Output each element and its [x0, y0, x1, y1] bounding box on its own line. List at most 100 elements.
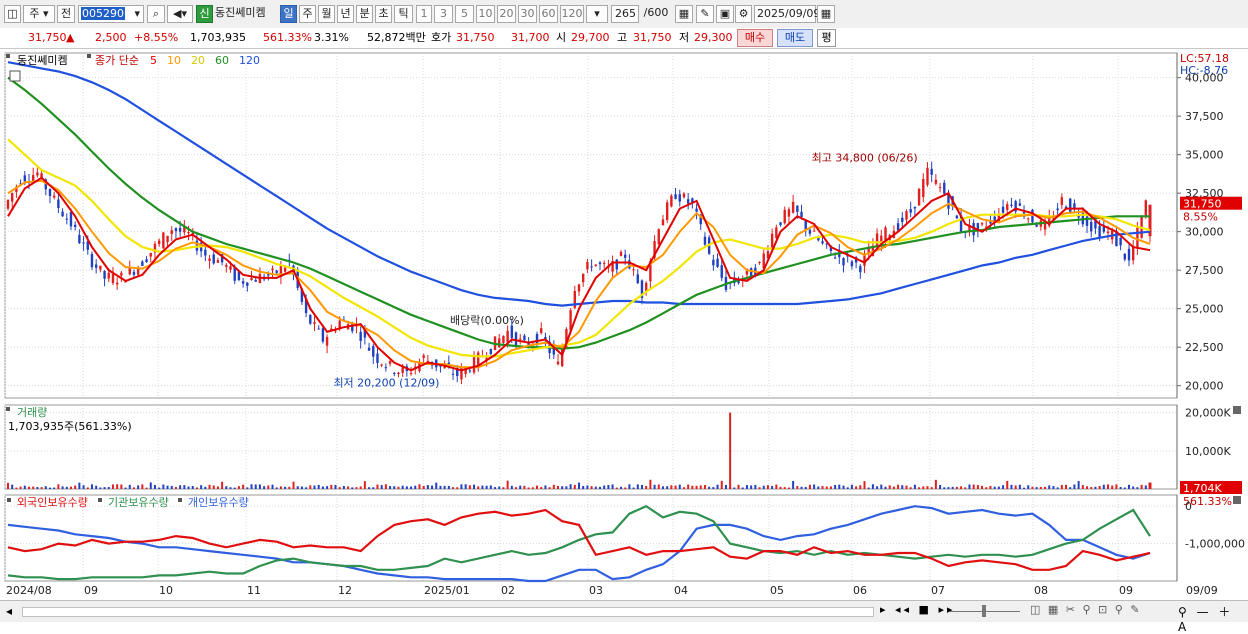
scroll-left-icon[interactable]: ◂ — [6, 604, 13, 618]
volume-bar — [489, 485, 492, 489]
volume-bar — [720, 480, 723, 489]
date-input[interactable]: 2025/09/09 — [754, 5, 820, 23]
volume-bar — [863, 481, 866, 489]
period-tab-tick[interactable]: 틱 — [394, 5, 413, 23]
volume-bar — [817, 486, 820, 489]
volume-bar — [607, 484, 610, 489]
stock-chart[interactable]: 최고 34,800 (06/26) 최저 20,200 (12/09) 배당락(0.… — [0, 48, 1248, 600]
eval-button[interactable]: 평 — [817, 29, 836, 47]
window-icon[interactable]: ◫ — [4, 5, 21, 23]
period-tab-month[interactable]: 월 — [318, 5, 335, 23]
search-icon[interactable]: ⌕ — [147, 5, 165, 23]
candle-body — [1144, 200, 1148, 217]
calendar-icon[interactable]: ▦ — [817, 5, 835, 23]
period-tab-minute[interactable]: 분 — [356, 5, 373, 23]
price-panel[interactable]: 최고 34,800 (06/26) 최저 20,200 (12/09) 배당락(0.… — [6, 54, 1152, 390]
minute-unit-60[interactable]: 60 — [539, 5, 558, 23]
minute-unit-1[interactable]: 1 — [416, 5, 432, 23]
volume-bar — [1065, 484, 1068, 489]
play-controls-icon[interactable]: ▸ ◂◂ ■ ▸▸ — [880, 603, 956, 616]
legend-marker — [87, 54, 91, 58]
period-tab-second[interactable]: 초 — [375, 5, 392, 23]
horizontal-scrollbar[interactable] — [22, 607, 874, 617]
volume-bar — [1119, 486, 1122, 489]
prev-button[interactable]: 전 — [57, 5, 75, 23]
candle-body — [321, 328, 325, 342]
candle-body — [922, 179, 925, 197]
volume-bar — [548, 487, 551, 489]
candle-body — [699, 215, 702, 225]
stock-code-value: 005290 — [81, 7, 125, 20]
speaker-icon[interactable]: ◀▾ — [167, 5, 193, 23]
candle-body — [833, 257, 837, 259]
zoom-controls-icon[interactable]: ⚲ — ＋ A — [1178, 605, 1234, 634]
volume-bar — [750, 485, 753, 489]
count-input[interactable]: 265 — [611, 5, 639, 23]
minute-unit-3[interactable]: 3 — [434, 5, 453, 23]
candle-body — [640, 280, 644, 298]
period-tab-year[interactable]: 년 — [337, 5, 354, 23]
gear-icon[interactable]: ⚙ — [735, 5, 752, 23]
candle-body — [796, 205, 799, 212]
ma-legend-period: 60 — [215, 54, 229, 67]
holdings-panel[interactable]: 외국인보유수량 기관보유수량 개인보유수량 — [7, 496, 1151, 583]
candle-body — [99, 265, 102, 270]
volume-bar — [842, 485, 845, 489]
x-axis-label: 09 — [1119, 584, 1133, 597]
volume-bar — [149, 482, 152, 489]
unit-dropdown[interactable]: ▾ — [586, 5, 608, 23]
last-pct-label: 8.55% — [1183, 211, 1218, 224]
zoom-slider-handle[interactable] — [982, 605, 986, 617]
candle-body — [401, 367, 404, 373]
minute-unit-5[interactable]: 5 — [455, 5, 474, 23]
volume-bar — [678, 484, 681, 489]
volume-bar — [347, 486, 350, 489]
volume-bar — [519, 485, 522, 489]
candle-body — [153, 243, 157, 253]
low-label: 저 — [679, 31, 690, 44]
individual-holdings-line — [7, 505, 1151, 583]
volume-bar — [376, 484, 379, 489]
minute-unit-30[interactable]: 30 — [518, 5, 537, 23]
tool-icons[interactable]: ◫ ▦ ✂ ⚲ ⊡ ⚲ ✎ — [1030, 603, 1142, 616]
volume-bar — [565, 486, 568, 489]
candle-body — [787, 209, 791, 217]
sell-button[interactable]: 매도 — [777, 29, 813, 47]
volume-bar — [410, 486, 413, 489]
change-percent: +8.55% — [134, 31, 179, 44]
minute-unit-20[interactable]: 20 — [497, 5, 516, 23]
candle-body — [556, 361, 560, 365]
candle-body — [989, 221, 992, 224]
volume-bar — [976, 485, 979, 489]
candle-body — [905, 211, 908, 220]
candle-body — [439, 365, 442, 367]
candle-body — [1006, 204, 1009, 210]
save-icon[interactable]: ▣ — [716, 5, 734, 23]
volume-bar — [191, 485, 194, 489]
candle-body — [510, 325, 514, 338]
period-select[interactable]: 주 ▾ — [23, 5, 55, 23]
volume-bar — [1098, 485, 1101, 489]
volume-frame — [4, 404, 1178, 490]
buy-button[interactable]: 매수 — [737, 29, 773, 47]
candle-body — [149, 252, 152, 257]
price-tick-label: 27,500 — [1185, 264, 1224, 277]
period-tab-week[interactable]: 주 — [299, 5, 316, 23]
candle-body — [309, 314, 312, 324]
volume-bar — [279, 486, 282, 489]
indicator-icon[interactable]: ▦ — [675, 5, 693, 23]
period-tab-day[interactable]: 일 — [280, 5, 297, 23]
volume-bar — [141, 484, 144, 489]
volume-bar — [258, 484, 261, 489]
minute-unit-10[interactable]: 10 — [476, 5, 495, 23]
draw-tool-icon[interactable]: ✎ — [696, 5, 714, 23]
volume-bar — [670, 485, 673, 489]
candle-body — [489, 348, 493, 354]
volume-bar — [19, 486, 22, 489]
volume-bar — [703, 485, 706, 489]
candle-body — [162, 232, 165, 249]
candle-body — [36, 172, 39, 176]
stock-code-input[interactable]: 005290 ▾ — [78, 5, 144, 23]
minute-unit-120[interactable]: 120 — [560, 5, 584, 23]
